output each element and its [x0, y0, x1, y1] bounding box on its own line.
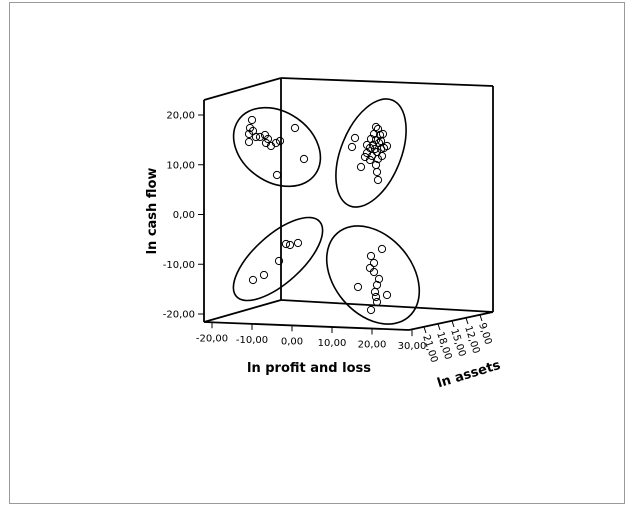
data-point [347, 142, 357, 152]
data-point [374, 274, 384, 284]
data-point [350, 133, 360, 143]
box-front-bottom-edge [203, 321, 410, 331]
data-point [263, 134, 273, 144]
data-point [366, 305, 376, 315]
data-point [247, 115, 257, 125]
z-tick-mark [423, 326, 427, 334]
x-tick-label: -20,00 [196, 333, 228, 344]
data-point [274, 256, 284, 266]
data-point [299, 154, 309, 164]
data-point [377, 151, 387, 161]
data-point [376, 136, 386, 146]
chart-frame [9, 2, 625, 504]
cluster-ellipse-top-left [232, 106, 322, 188]
data-point [368, 140, 378, 150]
y-tick-label: 10,00 [166, 160, 195, 171]
data-point [245, 123, 255, 133]
data-point [377, 244, 387, 254]
data-point [382, 290, 392, 300]
data-point [251, 132, 261, 142]
data-point [370, 287, 380, 297]
box-left-bottom-edge [203, 299, 282, 323]
data-point [244, 137, 254, 147]
data-point [290, 123, 300, 133]
x-axis-title: ln profit and loss [247, 361, 371, 376]
data-point [271, 138, 281, 148]
x-tick-label: 10,00 [318, 338, 347, 349]
data-point [371, 292, 381, 302]
data-point [366, 251, 376, 261]
data-point [374, 138, 384, 148]
box-right-bottom-edge [408, 311, 494, 331]
data-point [382, 141, 392, 151]
data-point [353, 282, 363, 292]
cluster-ellipse-bottom-left [232, 216, 324, 302]
data-point [285, 240, 295, 250]
data-point [272, 170, 282, 180]
data-point [281, 239, 291, 249]
z-tick-mark [465, 317, 469, 325]
x-tick-label: 0,00 [281, 336, 303, 347]
data-point [248, 275, 258, 285]
data-point [356, 162, 366, 172]
data-point [369, 258, 379, 268]
x-tick-label: 30,00 [398, 341, 427, 352]
data-point [371, 122, 381, 132]
data-point [372, 167, 382, 177]
data-point [244, 129, 254, 139]
data-point [275, 136, 285, 146]
data-point [373, 175, 383, 185]
box-back-bottom-edge [280, 299, 494, 313]
y-tick-label: -10,00 [163, 260, 195, 271]
box-left-top-edge [203, 77, 282, 101]
x-tick-label: 20,00 [358, 340, 387, 351]
z-tick-mark [479, 314, 483, 322]
data-point [366, 134, 376, 144]
data-point [259, 270, 269, 280]
y-tick-label: 20,00 [166, 111, 195, 122]
data-point [293, 238, 303, 248]
cluster-ellipse-top-right [335, 98, 407, 208]
cluster-ellipse-bottom-right [325, 225, 421, 325]
box-back-top-edge [280, 77, 494, 87]
z-axis-title: ln assets [436, 358, 503, 391]
data-point [362, 140, 372, 150]
y-tick-label: -20,00 [163, 310, 195, 321]
data-point [365, 155, 375, 165]
y-tick-label: 0,00 [173, 210, 195, 221]
data-point [372, 297, 382, 307]
x-tick-label: -10,00 [236, 335, 268, 346]
z-tick-mark [437, 323, 441, 331]
data-point [373, 124, 383, 134]
z-tick-mark [451, 320, 455, 328]
y-axis-title: ln cash flow [145, 168, 160, 255]
data-point [369, 267, 379, 277]
data-point [365, 263, 375, 273]
data-point [255, 132, 265, 142]
